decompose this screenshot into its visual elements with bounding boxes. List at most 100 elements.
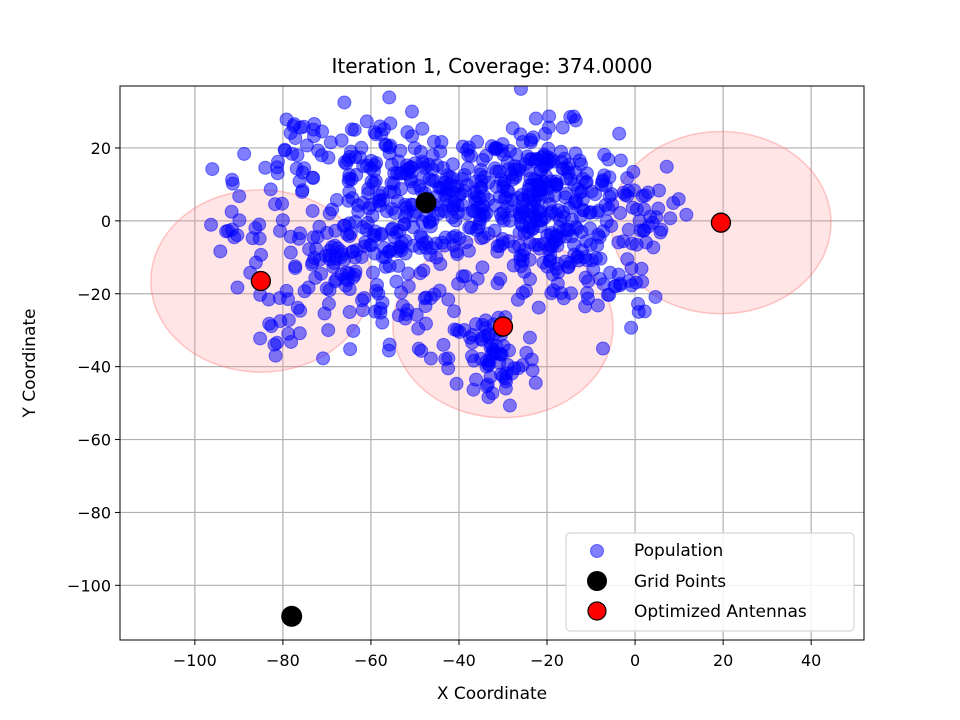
population-point (570, 249, 585, 264)
population-point (344, 144, 359, 159)
population-point (392, 224, 407, 239)
population-point (295, 183, 310, 198)
legend-box (565, 532, 855, 632)
population-point (519, 283, 534, 298)
population-point (496, 180, 511, 195)
population-point (415, 121, 430, 136)
population-point (354, 293, 369, 308)
population-point (563, 286, 578, 301)
population-point (416, 170, 431, 185)
population-point (419, 290, 434, 305)
population-point (578, 299, 593, 314)
population-point (492, 355, 507, 370)
chart-title: Iteration 1, Coverage: 374.0000 (332, 54, 653, 78)
population-point (401, 266, 416, 281)
population-point (307, 116, 322, 131)
population-point (248, 255, 263, 270)
population-point (464, 279, 479, 294)
population-point (632, 213, 647, 228)
antenna-point (492, 316, 514, 337)
population-point (478, 320, 493, 335)
antenna-point (250, 270, 272, 292)
population-point (264, 319, 279, 334)
population-point (306, 129, 321, 144)
population-point (316, 351, 331, 366)
population-point (213, 244, 228, 259)
population-point (624, 261, 639, 276)
population-point (390, 194, 405, 209)
population-point (663, 211, 678, 226)
population-point (232, 213, 247, 228)
population-point (317, 306, 332, 321)
population-point (624, 320, 639, 335)
population-point (613, 206, 628, 221)
population-point (366, 176, 381, 191)
grid-point (281, 605, 303, 627)
y-tick-label: 20 (91, 139, 111, 158)
population-point (447, 179, 462, 194)
population-point (334, 133, 349, 148)
x-tick-label: 20 (713, 651, 733, 670)
population-point (328, 223, 343, 238)
population-point (232, 189, 247, 204)
population-point (277, 142, 292, 157)
population-point (588, 187, 603, 202)
y-tick-label: −40 (77, 358, 111, 377)
population-point (436, 337, 451, 352)
x-tick-label: −60 (354, 651, 388, 670)
population-point (359, 114, 374, 129)
population-point (227, 230, 242, 245)
population-point (337, 95, 352, 110)
population-point (418, 316, 433, 331)
population-point (449, 244, 464, 259)
population-point (398, 311, 413, 326)
population-point (528, 375, 543, 390)
population-point (464, 349, 479, 364)
population-point (475, 152, 490, 167)
population-point (616, 234, 631, 249)
population-point (288, 261, 303, 276)
population-point (433, 257, 448, 272)
population-point (515, 134, 530, 149)
population-point (283, 125, 298, 140)
population-point (411, 341, 426, 356)
population-point (324, 240, 339, 255)
population-point (237, 146, 252, 161)
population-point (346, 323, 361, 338)
population-point (423, 351, 438, 366)
population-point (505, 121, 520, 136)
plot-frame (119, 85, 865, 641)
legend-grid-points-marker (587, 571, 607, 591)
population-point (314, 266, 329, 281)
population-point (342, 305, 357, 320)
x-tick-label: 40 (801, 651, 821, 670)
population-point (651, 201, 666, 216)
population-point (448, 213, 463, 228)
population-point (404, 164, 419, 179)
legend-grid-points-label: Grid Points (634, 572, 726, 592)
population-point (521, 191, 536, 206)
population-point (204, 217, 219, 232)
population-point (485, 342, 500, 357)
population-point (473, 212, 488, 227)
population-point (550, 228, 565, 243)
population-point (347, 122, 362, 137)
y-tick-label: −80 (77, 503, 111, 522)
population-point (378, 259, 393, 274)
population-point (654, 222, 669, 237)
population-point (438, 352, 453, 367)
population-point (280, 292, 295, 307)
population-point (611, 267, 626, 282)
population-point (522, 330, 537, 345)
population-point (295, 165, 310, 180)
population-point (431, 206, 446, 221)
axis-ticks: −100 −80 −60 −40 −20 0 20 40 −100 −80 −60 −40 −20 0 20 (67, 139, 821, 670)
population-point (426, 134, 441, 149)
population-point (575, 171, 590, 186)
population-point (258, 160, 273, 175)
population-point (447, 322, 462, 337)
population-point (601, 152, 616, 167)
population-point (484, 139, 499, 154)
legend-population-label: Population (634, 541, 723, 561)
population-point (281, 313, 296, 328)
